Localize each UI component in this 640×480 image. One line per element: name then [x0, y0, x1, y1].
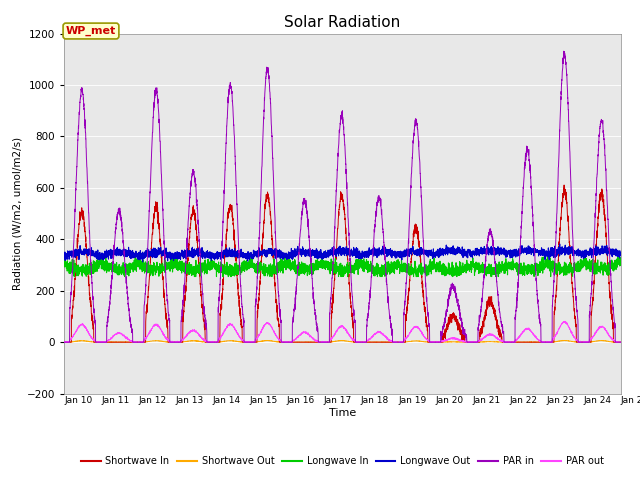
Legend: Shortwave In, Shortwave Out, Longwave In, Longwave Out, PAR in, PAR out: Shortwave In, Shortwave Out, Longwave In…: [77, 453, 607, 470]
Text: WP_met: WP_met: [66, 26, 116, 36]
X-axis label: Time: Time: [329, 408, 356, 418]
Title: Solar Radiation: Solar Radiation: [284, 15, 401, 30]
Y-axis label: Radiation (W/m2, umol/m2/s): Radiation (W/m2, umol/m2/s): [12, 137, 22, 290]
